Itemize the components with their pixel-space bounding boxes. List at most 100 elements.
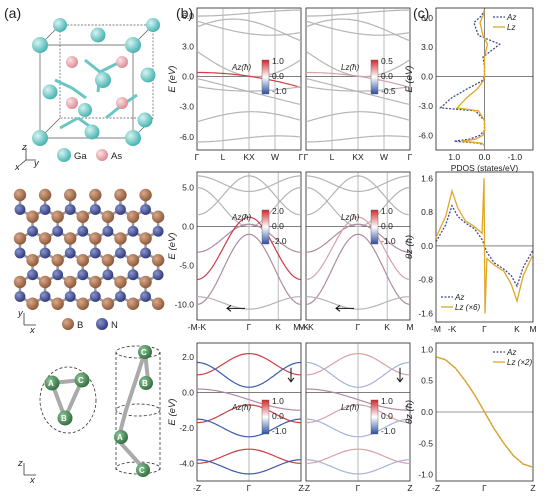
helix-label-c: C (78, 376, 84, 385)
as-atoms (66, 56, 128, 109)
ga-atom (90, 27, 106, 43)
b-atom (38, 188, 52, 202)
band-line (306, 71, 411, 89)
n-atom (140, 291, 151, 302)
colorbar-label: Az(ħ) (231, 63, 251, 72)
band-line (306, 404, 410, 424)
ytick-label: 1.0 (421, 344, 433, 354)
n-atom (89, 247, 101, 259)
left-band-panel-row3: -Z Γ Z 1.0 0.0 -1.0 Az(ħ) (193, 342, 304, 493)
y-axis-label: θz (ħ) (404, 400, 415, 424)
panel-label-c: (c) (413, 5, 429, 21)
n-atom (77, 225, 89, 237)
k-point-label: Γ (304, 152, 309, 162)
ytick-label: -1.0 (418, 470, 433, 480)
b-atom (64, 275, 77, 289)
ytick-label: -2.0 (179, 423, 194, 433)
b-atom (126, 254, 140, 267)
colorbar-tick: 0.0 (381, 221, 393, 231)
band-line (306, 135, 411, 143)
series-line (455, 9, 489, 146)
colorbar-tick: -1.0 (272, 86, 287, 96)
legend-ga-label: Ga (74, 151, 87, 162)
colorbar-tick: 0.5 (381, 56, 393, 66)
colorbar-tick: 1.0 (272, 56, 284, 66)
ytick-label: 6.0 (182, 11, 194, 21)
xtick-label: -1.0 (507, 152, 522, 162)
series-line (435, 178, 534, 314)
bn-lattice (13, 188, 165, 310)
helix-atom-a2 (114, 430, 128, 444)
ga-atom (95, 72, 111, 88)
legend-label: Lz (507, 23, 515, 32)
band-line (197, 175, 301, 193)
band-line (306, 388, 410, 411)
n-atom (14, 247, 26, 259)
ga-atom (125, 37, 141, 53)
band-line (306, 361, 410, 388)
band-line (196, 187, 302, 228)
n-atom (152, 269, 164, 281)
ytick-label: 0.5 (421, 376, 433, 386)
colorbar-tick: 0.0 (272, 221, 284, 231)
n-atom (64, 204, 76, 215)
band-line (196, 233, 302, 305)
b-atom (51, 297, 64, 310)
helix-atom-b2 (139, 376, 153, 390)
k-point-label: Γ (195, 152, 200, 162)
band-line (197, 135, 302, 143)
helix-atom-a (44, 375, 60, 391)
n-atom (14, 291, 26, 302)
k-point-label: Γ (299, 152, 304, 162)
band-line (197, 418, 301, 438)
band-line (196, 18, 302, 42)
ytick-label: 0.0 (182, 388, 194, 398)
n-atom (152, 225, 164, 237)
ytick-label: 0.0 (182, 222, 194, 232)
band-line (306, 352, 410, 376)
b-atom (139, 188, 152, 202)
legend-label: Az (454, 293, 464, 302)
colorbar (370, 209, 379, 245)
band-line (305, 111, 411, 123)
legend-b-atom (62, 318, 74, 330)
n-atom (115, 291, 126, 302)
legend-label: Az (506, 13, 516, 22)
legend-n-atom (96, 318, 108, 330)
band-line (197, 448, 301, 464)
ytick-label: -0.8 (418, 275, 433, 285)
n-atom (77, 269, 89, 281)
colorbar-tick: -1.0 (381, 426, 396, 436)
ytick-label: -4.0 (179, 458, 194, 468)
band-structures: 6.0 3.0 0.0 -3.0 -6.0 E (eV) Γ L KX W Γ 1.0 0.0 -1.0 A… (167, 7, 414, 493)
band-line (196, 20, 302, 36)
band-line (306, 459, 410, 475)
b-atom (89, 188, 102, 202)
as-atom (66, 56, 78, 68)
helix-atom-b (57, 410, 73, 426)
n-atom (39, 204, 51, 215)
n-atom (52, 225, 64, 237)
as-atom (116, 56, 128, 68)
k-point-label: M (406, 322, 413, 332)
b-atom (76, 297, 89, 310)
helix-atom-c2 (138, 345, 152, 359)
b-atom (26, 254, 39, 267)
band-line (197, 9, 302, 17)
ga-atoms (32, 18, 160, 146)
colorbar (261, 59, 270, 95)
band-line (305, 18, 411, 42)
ytick-label: 6.0 (421, 13, 433, 23)
band-line (305, 175, 411, 216)
band-line (197, 388, 301, 411)
b-atom (76, 210, 89, 223)
as-atom (66, 97, 78, 109)
xtick-label: Γ (482, 483, 487, 493)
n-atom (140, 247, 151, 259)
axis-y-label: y (33, 158, 40, 169)
b-atom (26, 210, 39, 223)
xtick-label: -M (431, 324, 441, 334)
colorbar-tick: 0.0 (381, 71, 393, 81)
